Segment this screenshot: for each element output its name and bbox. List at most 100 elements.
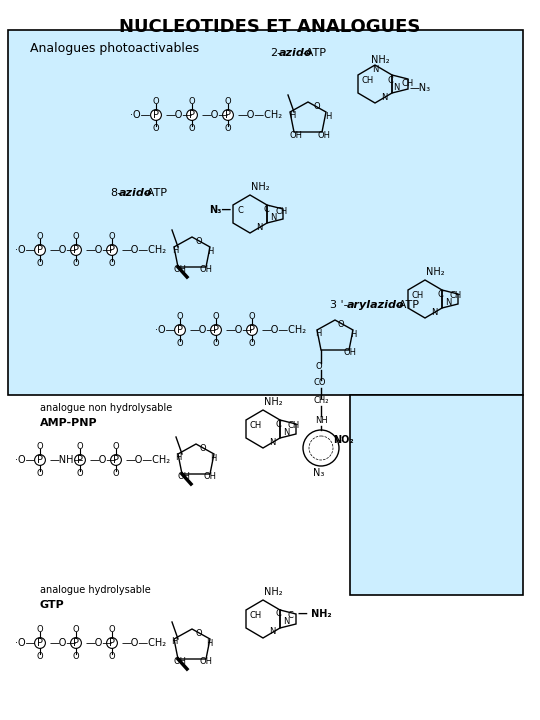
Text: O: O [213,312,219,321]
Text: C: C [263,204,269,214]
Text: P: P [37,638,43,648]
Text: O: O [153,124,159,133]
Text: O: O [338,320,345,328]
Text: P: P [249,325,255,335]
Text: O: O [37,232,43,241]
Text: O: O [109,625,116,634]
Text: O: O [195,236,201,246]
Text: P: P [73,245,79,255]
Text: P: P [73,638,79,648]
Text: —O—CH₂: —O—CH₂ [262,325,307,335]
Circle shape [106,638,117,649]
Text: O: O [225,97,231,106]
Text: H: H [315,328,321,338]
Text: O: O [177,312,183,321]
Circle shape [71,245,82,256]
Text: CH₂: CH₂ [313,395,328,405]
Text: O: O [113,442,119,451]
Text: N: N [431,307,437,317]
Text: CH: CH [275,207,287,215]
Text: N: N [270,212,276,222]
Text: NO₂: NO₂ [333,435,354,445]
Text: N: N [269,628,275,636]
Text: P: P [37,455,43,465]
Text: N: N [269,438,275,446]
Text: —O—CH₂: —O—CH₂ [126,455,171,465]
Text: CH: CH [412,290,424,300]
Text: OH: OH [178,472,191,480]
Text: NH: NH [315,415,328,425]
Circle shape [222,109,233,120]
Text: O: O [77,469,83,478]
Text: —NH—: —NH— [50,455,84,465]
Text: H: H [206,639,212,647]
Text: O: O [73,652,79,661]
Text: H: H [289,110,295,120]
Text: H: H [210,454,217,462]
Text: N: N [393,83,400,91]
Circle shape [35,245,45,256]
Text: O: O [37,259,43,268]
Text: —O—: —O— [86,245,113,255]
Text: —O—CH₂: —O—CH₂ [122,245,167,255]
Text: 2-: 2- [270,48,281,58]
Text: ·O—: ·O— [15,245,36,255]
Text: —O—CH₂: —O—CH₂ [238,110,283,120]
Text: O: O [77,442,83,451]
Text: P: P [189,110,195,120]
Text: AMP-PNP: AMP-PNP [40,418,98,428]
Text: Analogues photoactivables: Analogues photoactivables [30,42,199,55]
Circle shape [151,109,161,120]
Text: P: P [109,638,115,648]
Text: H: H [207,246,213,256]
Text: —O—: —O— [50,245,77,255]
Text: O: O [73,625,79,634]
Text: O: O [199,444,206,452]
Text: 3 '-: 3 '- [330,300,348,310]
Text: H: H [175,452,181,462]
Text: ·O—: ·O— [15,638,36,648]
Text: P: P [109,245,115,255]
Text: OH: OH [290,130,303,140]
Text: O: O [249,312,255,321]
Text: -ATP: -ATP [143,188,167,198]
Text: —N₃: —N₃ [410,83,431,93]
Text: P: P [37,245,43,255]
Circle shape [211,325,221,336]
Text: —O—: —O— [226,325,253,335]
Text: O: O [153,97,159,106]
Text: O: O [249,339,255,348]
Text: CH: CH [250,611,262,619]
Text: O: O [109,652,116,661]
Text: O: O [314,102,321,110]
Text: H: H [350,330,356,338]
Text: O: O [213,339,219,348]
Text: NH₂: NH₂ [426,267,444,277]
Text: azido: azido [119,188,152,198]
Text: OH: OH [200,264,213,274]
Text: OH: OH [174,657,187,665]
Circle shape [111,454,122,465]
Text: —O—: —O— [50,638,77,648]
Text: O: O [188,124,195,133]
Text: O: O [195,629,201,637]
Text: H: H [172,246,178,254]
Bar [8,30,523,395]
Circle shape [35,454,45,465]
Circle shape [187,109,198,120]
Text: O: O [37,442,43,451]
Text: O: O [73,259,79,268]
Text: O: O [37,652,43,661]
Text: ·O—: ·O— [130,110,150,120]
Text: —O—: —O— [202,110,229,120]
Text: CH: CH [288,420,300,430]
Text: NH₂: NH₂ [251,182,269,192]
Text: —O—: —O— [90,455,117,465]
Text: O: O [73,232,79,241]
Text: azido: azido [279,48,313,58]
Text: N₃—: N₃— [209,205,231,215]
Text: N₃: N₃ [313,468,325,478]
Text: OH: OH [204,472,217,480]
Text: analogue hydrolysable: analogue hydrolysable [40,585,151,595]
Text: ·O—: ·O— [155,325,176,335]
